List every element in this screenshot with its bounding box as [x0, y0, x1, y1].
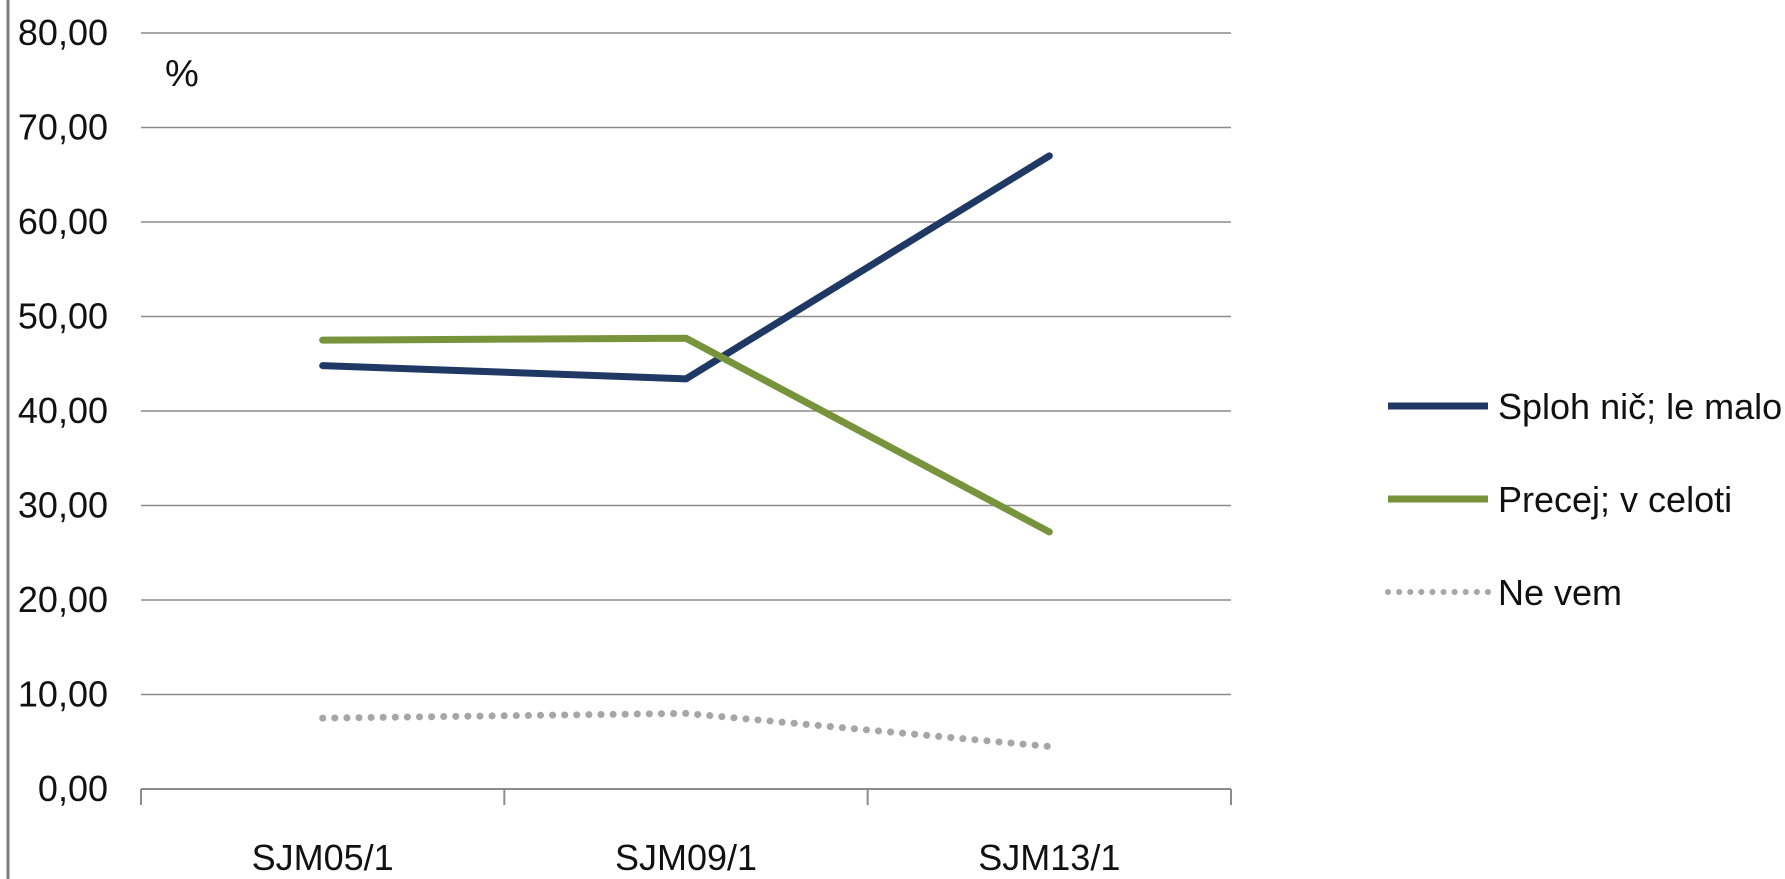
y-tick-label: 10,00	[18, 674, 108, 715]
x-tick-label: SJM09/1	[615, 837, 757, 878]
legend-label: Ne vem	[1498, 572, 1622, 613]
legend-label: Sploh nič; le malo	[1498, 386, 1782, 427]
y-tick-label: 40,00	[18, 390, 108, 431]
series-line-2	[319, 334, 1053, 536]
y-tick-label: 60,00	[18, 201, 108, 242]
series-lines	[319, 152, 1053, 750]
x-tick-labels: SJM05/1 SJM09/1 SJM13/1	[252, 837, 1121, 878]
y-tick-labels: 0,00 10,00 20,00 30,00 40,00 50,00 60,00 70,00 8…	[18, 12, 108, 809]
x-tick-label: SJM05/1	[252, 837, 394, 878]
y-tick-label: 80,00	[18, 12, 108, 53]
y-tick-label: 20,00	[18, 579, 108, 620]
series-line-1	[319, 152, 1053, 383]
y-axis-unit-label: %	[165, 53, 199, 95]
y-tick-label: 0,00	[38, 768, 108, 809]
series-line-3	[319, 709, 1053, 750]
axes	[140, 788, 1232, 805]
legend-label: Precej; v celoti	[1498, 479, 1732, 520]
y-tick-label: 30,00	[18, 485, 108, 526]
y-tick-label: 70,00	[18, 107, 108, 148]
legend: Sploh nič; le malo Precej; v celoti Ne vem	[1385, 386, 1782, 613]
y-tick-label: 50,00	[18, 296, 108, 337]
x-tick-label: SJM13/1	[978, 837, 1120, 878]
gridlines	[141, 32, 1231, 696]
